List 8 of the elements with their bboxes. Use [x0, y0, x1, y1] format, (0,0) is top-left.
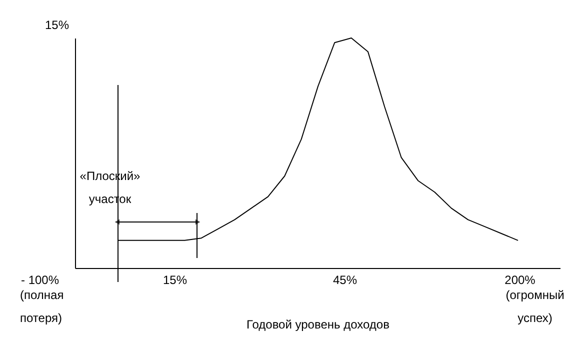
text: 15%	[162, 273, 188, 287]
text: (огромный успех)	[506, 288, 564, 325]
text: 15%	[45, 18, 70, 32]
x-axis-title: Годовой уровень доходов	[246, 318, 390, 332]
text: (полная потеря)	[20, 288, 64, 325]
text: 200%	[504, 273, 536, 287]
text: 45%	[332, 273, 358, 287]
text: - 100%	[20, 273, 60, 287]
